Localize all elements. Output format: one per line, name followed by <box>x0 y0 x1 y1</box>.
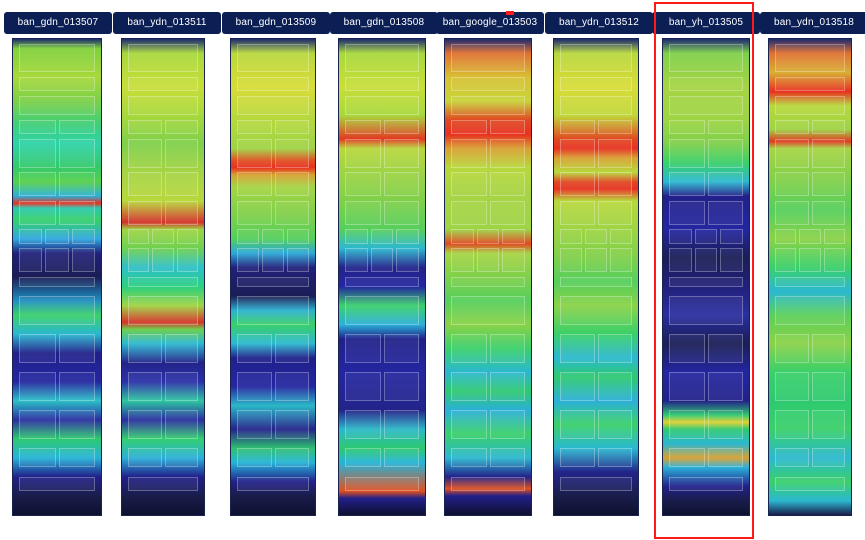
heatmap-strip <box>230 38 316 516</box>
heatmap-column: ban_ydn_013512 <box>545 0 653 540</box>
heatmap-gradient <box>339 39 425 515</box>
heatmap-column: ban_gdn_013509 <box>222 0 330 540</box>
heatmap-strip <box>553 38 639 516</box>
heatmap-gradient <box>554 39 638 515</box>
heatmap-column: ban_gdn_013508 <box>330 0 438 540</box>
heatmap-gradient <box>122 39 204 515</box>
column-label: ban_yh_013505 <box>652 12 760 34</box>
column-label: ban_ydn_013518 <box>760 12 865 34</box>
heatmap-gradient <box>769 39 851 515</box>
heatmap-strip <box>12 38 102 516</box>
column-label: ban_ydn_013511 <box>113 12 221 34</box>
highlight-box <box>654 2 754 539</box>
column-label: ban_google_013503 <box>436 12 544 34</box>
heatmap-strip <box>338 38 426 516</box>
heatmap-strip <box>444 38 532 516</box>
heatmap-column: ban_ydn_013511 <box>113 0 221 540</box>
heatmap-gradient <box>445 39 531 515</box>
heatmap-gradient <box>663 39 749 515</box>
heatmap-strip <box>768 38 852 516</box>
heatmap-column: ban_gdn_013507 <box>4 0 112 540</box>
heatmap-strip <box>121 38 205 516</box>
column-label: ban_gdn_013507 <box>4 12 112 34</box>
heatmap-column: ban_ydn_013518 <box>760 0 865 540</box>
heatmap-column: ban_google_013503 <box>436 0 544 540</box>
marker <box>506 11 514 15</box>
heatmap-gradient <box>231 39 315 515</box>
heatmap-gradient <box>13 39 101 515</box>
column-label: ban_gdn_013508 <box>330 12 438 34</box>
column-label: ban_ydn_013512 <box>545 12 653 34</box>
column-label: ban_gdn_013509 <box>222 12 330 34</box>
